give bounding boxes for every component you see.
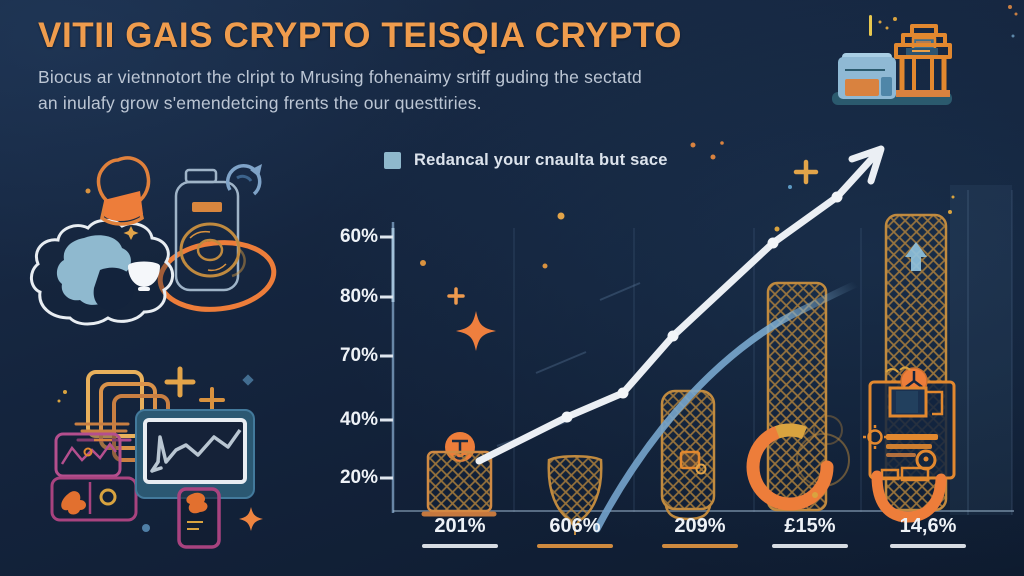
y-tick-label: 60%	[339, 226, 378, 247]
x-category-label: 14,6%	[899, 515, 957, 537]
wallet-cards-icon	[50, 476, 138, 522]
up-arrow-icon	[905, 242, 927, 271]
y-axis	[380, 222, 395, 513]
bank-building-icon	[894, 24, 952, 97]
blue-trend-line	[593, 280, 860, 533]
line-chart-card-icon	[54, 432, 122, 478]
bar-1-coin-box	[421, 432, 497, 517]
trend-arrow-icon	[475, 145, 885, 465]
money-pouch-icon	[96, 156, 151, 226]
savings-illustration	[30, 156, 277, 326]
bar-3-pill	[660, 389, 716, 521]
y-axis-ticks	[380, 235, 393, 480]
y-tick-label: 70%	[339, 345, 378, 366]
bowl-icon	[128, 261, 160, 291]
monitor-chart-icon	[135, 409, 255, 499]
donut-coin-icon	[179, 222, 246, 278]
cash-machine-icon	[838, 53, 896, 99]
bar-5-vault-column	[863, 195, 956, 523]
x-category-label: 606%	[549, 515, 601, 537]
refresh-icon	[226, 164, 262, 196]
plus-sparkle-icon	[164, 366, 196, 398]
bar-2-goblet	[547, 455, 603, 535]
documents-illustration	[50, 366, 263, 549]
x-label-underline	[662, 544, 738, 548]
bar-4-ring-column	[746, 281, 850, 512]
y-tick-label: 20%	[339, 467, 378, 488]
bank-illustration	[832, 15, 952, 105]
subtitle-line-2: an inulafy grow s'emendetcing frents the…	[38, 93, 482, 113]
jar-icon	[174, 168, 240, 292]
x-label-underline	[772, 544, 848, 548]
chart-legend: Redancal your cnaulta but sace	[384, 151, 668, 170]
x-category-label: 209%	[674, 515, 726, 537]
y-tick-label: 40%	[339, 409, 378, 430]
subtitle-line-1: Biocus ar vietnnotort the clript to Mrus…	[38, 67, 642, 87]
four-point-star-icon	[456, 311, 496, 351]
y-tick-label: 80%	[339, 286, 378, 307]
page-title: VITII GAIS CRYPTO TEISQIA CRYPTO	[38, 16, 683, 55]
legend-label: Redancal your cnaulta but sace	[414, 151, 668, 169]
smartphone-icon	[177, 487, 221, 549]
plate-ring-icon	[157, 240, 277, 312]
x-label-underline	[537, 544, 613, 548]
sparkle-decorations	[57, 5, 1018, 403]
legend-swatch-icon	[384, 152, 401, 169]
x-category-label: £15%	[784, 515, 836, 537]
x-label-underline	[422, 544, 498, 548]
ring-gauge-icon	[746, 423, 834, 511]
chart-background-panel	[496, 185, 1013, 515]
x-label-underline	[890, 544, 966, 548]
x-category-label: 201%	[434, 515, 486, 537]
vault-machine-icon	[863, 366, 956, 482]
